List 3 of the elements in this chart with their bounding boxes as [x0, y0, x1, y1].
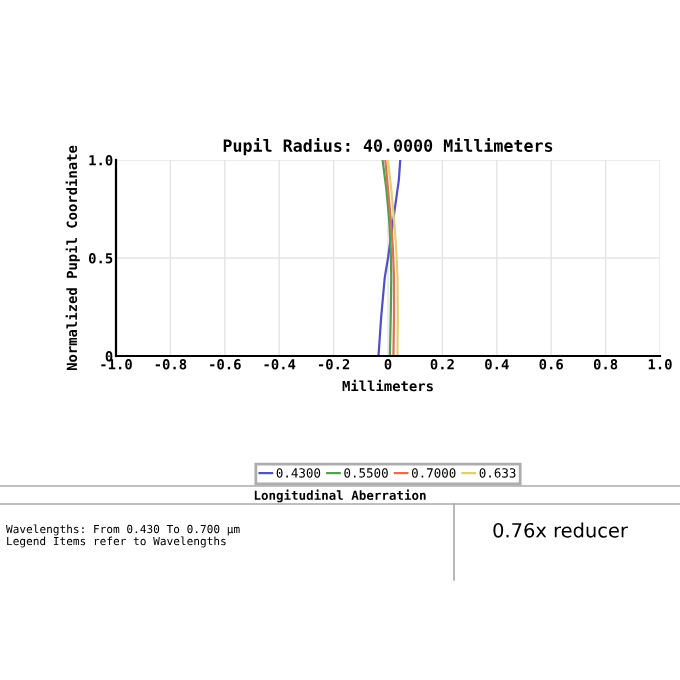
text: 0.76x reducer [493, 522, 628, 538]
line-series [377, 160, 402, 356]
chart-title: Pupil Radius: 40.0000 Millimeters [223, 138, 553, 156]
